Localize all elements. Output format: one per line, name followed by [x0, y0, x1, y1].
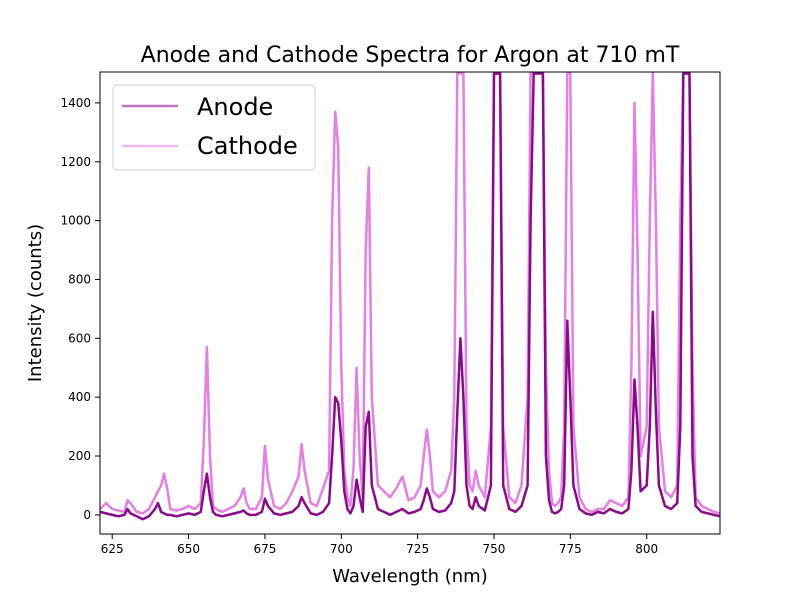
series-line-anode [100, 72, 720, 521]
y-tick-label: 200 [68, 449, 91, 463]
x-axis-ticks: 625 650 675 700 725 750 775 800 [101, 534, 658, 556]
x-tick-label: 725 [406, 542, 429, 556]
y-tick-label: 1400 [60, 96, 91, 110]
x-tick-label: 700 [330, 542, 353, 556]
plot-area [100, 72, 720, 521]
y-tick-label: 1200 [60, 155, 91, 169]
x-tick-label: 750 [483, 542, 506, 556]
y-axis-ticks: 0 200 400 600 800 1000 1200 1400 [60, 96, 100, 522]
x-tick-label: 625 [101, 542, 124, 556]
x-tick-label: 800 [635, 542, 658, 556]
y-tick-label: 800 [68, 272, 91, 286]
y-axis-label: Intensity (counts) [25, 224, 46, 382]
series-line-cathode [100, 72, 720, 515]
x-tick-label: 675 [253, 542, 276, 556]
x-tick-label: 650 [177, 542, 200, 556]
y-tick-label: 0 [83, 508, 91, 522]
legend: Anode Cathode [112, 84, 316, 171]
y-tick-label: 400 [68, 390, 91, 404]
plot-frame [99, 71, 721, 535]
x-axis-label: Wavelength (nm) [332, 566, 488, 587]
chart-title: Anode and Cathode Spectra for Argon at 7… [141, 43, 680, 68]
legend-label-anode: Anode [197, 93, 273, 121]
y-tick-label: 1000 [60, 214, 91, 228]
x-tick-label: 775 [559, 542, 582, 556]
y-tick-label: 600 [68, 331, 91, 345]
legend-label-cathode: Cathode [197, 132, 298, 160]
